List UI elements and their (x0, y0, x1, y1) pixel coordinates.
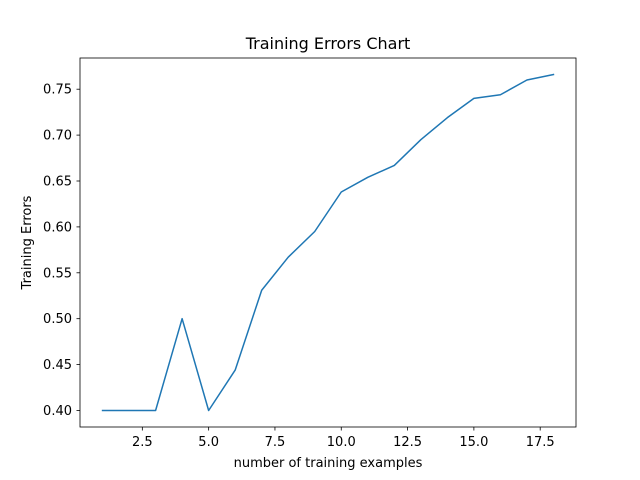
x-tick-label: 10.0 (327, 435, 356, 450)
y-tick-label: 0.70 (43, 129, 72, 144)
y-tick-label: 0.65 (43, 175, 72, 190)
plot-background (80, 58, 576, 427)
y-tick-label: 0.60 (43, 220, 72, 235)
y-tick-label: 0.45 (43, 358, 72, 373)
x-tick-label: 15.0 (459, 435, 488, 450)
y-axis-title: Training Errors (20, 195, 35, 290)
x-tick-label: 12.5 (393, 435, 422, 450)
plot-area (79, 57, 577, 428)
y-tick-label: 0.75 (43, 83, 72, 98)
plot-frame (79, 57, 577, 428)
y-tick-label: 0.55 (43, 266, 72, 281)
chart-title: Training Errors Chart (245, 34, 411, 53)
x-axis-title: number of training examples (234, 456, 423, 471)
x-tick-label: 2.5 (132, 435, 153, 450)
x-tick-label: 5.0 (198, 435, 219, 450)
y-axis-ticks: 0.40 0.45 0.50 0.55 0.60 0.65 0.70 0.75 (43, 83, 80, 419)
x-tick-label: 7.5 (265, 435, 286, 450)
series-line (101, 73, 555, 412)
y-tick-label: 0.50 (43, 312, 72, 327)
x-axis-ticks: 2.5 5.0 7.5 10.0 12.5 15.0 17.5 (132, 427, 555, 450)
y-tick-label: 0.40 (43, 404, 72, 419)
x-tick-label: 17.5 (526, 435, 555, 450)
